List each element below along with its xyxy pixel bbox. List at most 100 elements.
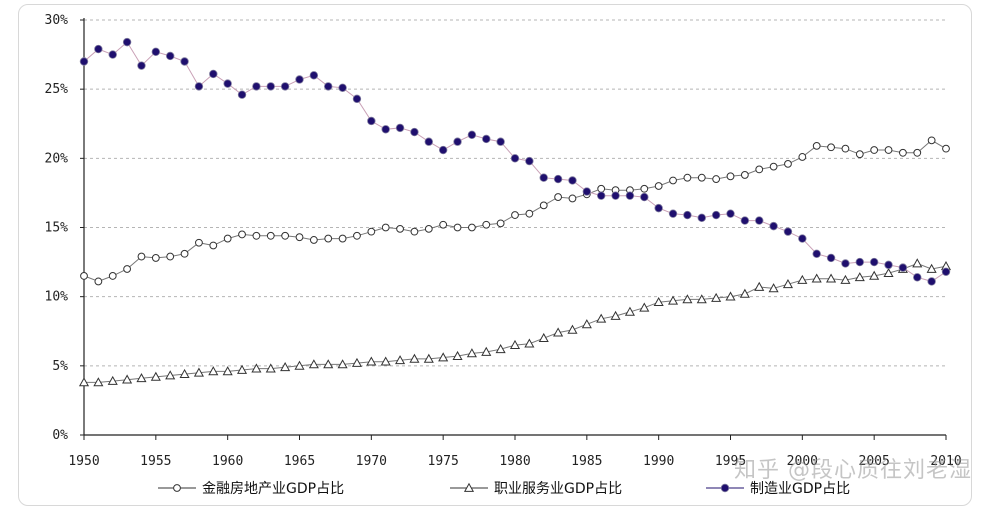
data-point-series-1 [782,278,794,289]
data-point-series-1 [308,359,319,369]
data-point-series-1 [438,352,449,362]
data-point-series-2 [884,260,893,270]
data-point-series-2 [855,257,864,267]
data-point-series-1 [797,274,808,284]
data-point-series-0 [252,231,261,240]
data-point-series-0 [525,209,534,218]
data-point-series-0 [137,252,146,261]
data-point-series-0 [396,224,404,233]
data-point-series-2 [467,130,477,140]
data-point-series-2 [252,82,261,91]
data-point-series-0 [784,159,792,168]
data-point-series-2 [611,191,620,200]
data-point-series-2 [352,94,362,104]
data-point-series-1 [150,371,161,381]
data-point-series-0 [223,234,232,243]
data-point-series-2 [122,37,132,47]
data-point-series-2 [711,210,721,220]
data-point-series-1 [466,348,477,358]
x-tick-label: 1965 [284,454,315,469]
data-point-series-2 [941,267,951,276]
data-point-series-2 [913,273,922,282]
data-point-series-1 [236,364,248,374]
x-tick-label: 2005 [859,454,890,469]
x-tick-label: 2010 [930,454,961,469]
data-point-series-2 [683,210,692,220]
data-point-series-0 [683,173,692,182]
data-point-series-0 [424,224,433,233]
data-point-series-2 [597,191,606,200]
data-point-series-1 [711,292,722,302]
data-point-series-0 [482,220,491,229]
data-point-series-0 [654,182,663,190]
data-point-series-2 [137,61,146,70]
data-point-series-0 [151,254,160,262]
data-point-series-0 [712,175,721,183]
data-point-series-1 [423,353,434,363]
data-point-series-2 [726,209,735,218]
data-point-series-0 [812,141,821,150]
data-point-series-1 [624,306,635,316]
data-point-series-1 [596,313,607,323]
data-point-series-1 [265,363,276,373]
y-tick-label: 10% [45,290,69,305]
data-point-series-0 [870,146,879,154]
data-point-series-1 [495,344,506,354]
data-point-series-0 [367,227,376,236]
data-point-series-2 [381,125,390,134]
data-point-series-2 [568,176,577,185]
data-point-series-2 [180,57,189,66]
data-point-series-0 [123,265,131,273]
data-point-series-1 [811,273,822,283]
data-point-series-0 [539,201,548,210]
data-point-series-1 [280,361,291,372]
data-point-series-0 [324,234,333,243]
data-point-series-0 [381,223,390,232]
data-point-series-0 [309,236,318,244]
data-point-series-0 [94,277,103,286]
data-point-series-2 [525,156,534,166]
data-point-series-0 [913,148,922,157]
data-point-series-2 [410,127,419,137]
data-point-series-1 [754,281,765,291]
data-point-series-0 [353,231,361,240]
data-point-series-0 [927,136,936,145]
data-point-series-0 [238,230,246,239]
data-point-series-0 [884,146,893,154]
data-point-series-0 [209,241,218,250]
data-point-series-0 [338,234,347,243]
legend-marker-0 [173,484,181,492]
data-point-series-0 [669,176,677,185]
data-point-series-1 [725,291,736,301]
data-point-series-1 [366,356,377,366]
data-point-series-2 [496,137,505,146]
data-point-series-1 [840,274,851,284]
data-point-series-2 [553,174,563,184]
data-point-series-0 [726,172,735,181]
data-point-series-0 [80,272,88,280]
data-point-series-2 [510,154,520,163]
data-point-series-1 [122,374,133,384]
data-point-series-0 [439,220,448,229]
data-point-series-1 [926,263,937,273]
data-point-series-2 [108,50,117,59]
data-point-series-0 [740,171,749,179]
data-point-series-2 [798,234,807,243]
data-point-series-0 [942,144,950,153]
data-point-series-2 [539,173,548,182]
data-point-series-1 [481,346,492,356]
legend-marker-2 [720,483,730,493]
data-point-series-2 [309,71,319,80]
data-point-series-1 [294,360,305,370]
data-point-series-1 [193,367,204,377]
data-point-series-2 [869,257,879,267]
x-tick-label: 1970 [356,454,387,469]
x-tick-label: 1990 [643,454,674,469]
data-point-series-1 [323,359,334,369]
data-point-series-0 [827,143,835,152]
data-point-series-0 [166,252,175,261]
data-point-series-1 [739,288,750,298]
data-point-series-0 [453,223,462,232]
data-point-series-1 [854,272,865,282]
